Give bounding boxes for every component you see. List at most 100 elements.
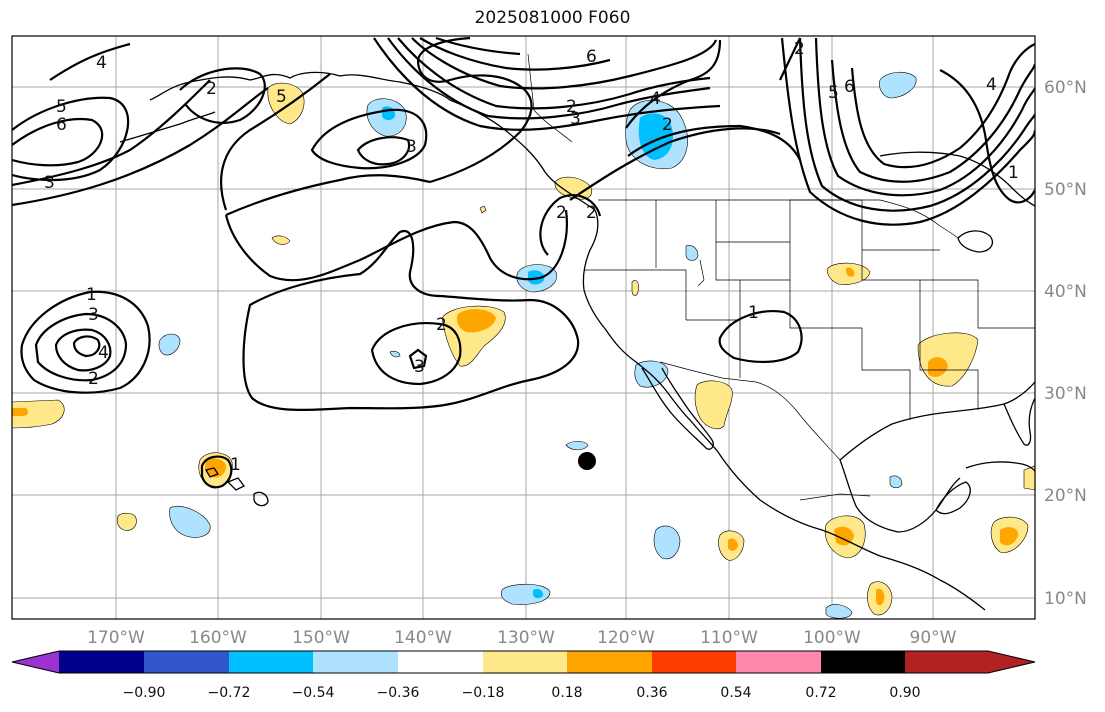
- contour-label: 5: [828, 83, 839, 103]
- contour-label: 1: [86, 285, 97, 305]
- colorbar-segment-under: [12, 651, 59, 673]
- neg-core: [638, 113, 674, 160]
- contour-label: 2: [206, 79, 217, 99]
- colorbar-segment: [483, 651, 567, 673]
- lat-label: 40°N: [1044, 282, 1087, 302]
- lon-label: 170°W: [87, 628, 145, 648]
- colorbar-segment: [567, 651, 652, 673]
- contour-label: 2: [586, 203, 597, 223]
- great-lakes: [957, 230, 993, 253]
- contour-label: 3: [44, 173, 55, 193]
- pos-core: [205, 458, 226, 478]
- lon-label: 110°W: [700, 628, 758, 648]
- pos-core: [456, 309, 496, 333]
- mexico-west-coast: [717, 451, 986, 611]
- neg-area: [565, 440, 589, 451]
- lon-label: 130°W: [497, 628, 555, 648]
- contour-label: 5: [276, 87, 287, 107]
- lon-label: 120°W: [597, 628, 655, 648]
- alaska-canada-border: [527, 53, 573, 143]
- neg-area: [169, 505, 211, 538]
- lon-label: 100°W: [803, 628, 861, 648]
- colorbar-tick: −0.54: [292, 685, 335, 701]
- contour-label: 2: [88, 369, 99, 389]
- neg-core: [533, 588, 544, 599]
- lon-label: 160°W: [189, 628, 247, 648]
- pos-area: [917, 332, 979, 387]
- contour-label: 2: [820, 19, 831, 39]
- pos-area: [479, 205, 487, 214]
- contour-label: 1: [748, 303, 759, 323]
- lat-label: 50°N: [1044, 180, 1087, 200]
- alaska-coast: [149, 71, 596, 211]
- colorbar-segment: [229, 651, 313, 673]
- latitude-labels: 60°N 50°N 40°N 30°N 20°N 10°N: [1044, 78, 1087, 609]
- contour-label: 3: [570, 109, 581, 129]
- colorbar-segment-over: [905, 651, 1035, 673]
- isolines: [12, 36, 1035, 489]
- contour-label: 2: [794, 39, 805, 59]
- pos-area: [694, 380, 733, 430]
- neg-area: [653, 525, 681, 560]
- colorbar-segment: [736, 651, 821, 673]
- gulf-coast: [839, 381, 1035, 461]
- colorbar-segment: [821, 651, 905, 673]
- pos-area: [116, 512, 137, 531]
- neg-area: [825, 604, 853, 619]
- pos-area: [271, 235, 291, 245]
- colorbar-tick: 0.18: [551, 685, 582, 701]
- colorbar-segment: [59, 651, 144, 673]
- pos-core: [846, 267, 855, 277]
- chart-title: 2025081000 F060: [474, 8, 631, 28]
- contour-label: 2: [662, 115, 673, 135]
- lat-label: 30°N: [1044, 384, 1087, 404]
- colorbar: −0.90 −0.72 −0.54 −0.36 −0.18 0.18 0.36 …: [11, 650, 1036, 701]
- contour-label: 1: [230, 455, 241, 475]
- lon-label: 90°W: [910, 628, 957, 648]
- longitude-labels: 170°W 160°W 150°W 140°W 130°W 120°W 110°…: [87, 628, 957, 648]
- contour-labels: 4 5 6 3 2 2 2 3 6 5 3 2 2 4 2 5 6 4 1 2 …: [44, 19, 1019, 475]
- pos-core: [728, 538, 738, 551]
- pos-area: [12, 399, 65, 429]
- neg-core: [528, 270, 545, 285]
- colorbar-tick: −0.90: [123, 685, 166, 701]
- us-mexico-border: [659, 361, 841, 461]
- pos-core: [876, 588, 885, 606]
- colorbar-segment: [398, 651, 483, 673]
- contour-label: 2: [566, 97, 577, 117]
- colorbar-segment: [652, 651, 736, 673]
- bc-coast: [582, 209, 599, 291]
- neg-area: [879, 71, 917, 99]
- pos-core: [834, 526, 854, 546]
- colorbar-outline: [11, 650, 1036, 674]
- florida: [1003, 397, 1035, 446]
- contour-label: 6: [844, 77, 855, 97]
- pos-core: [12, 408, 29, 416]
- pos-area: [631, 280, 639, 296]
- colorbar-tick: 0.36: [636, 685, 667, 701]
- contour-label: 4: [986, 75, 997, 95]
- contour-label: 3: [88, 305, 99, 325]
- colorbar-tick: 0.72: [805, 685, 836, 701]
- storm-center-dot: [578, 452, 596, 470]
- yucatan: [935, 481, 971, 515]
- colorbar-tick: −0.36: [377, 685, 420, 701]
- contour-label: 6: [56, 115, 67, 135]
- contour-label: 3: [414, 357, 425, 377]
- lon-label: 150°W: [292, 628, 350, 648]
- lat-label: 20°N: [1044, 486, 1087, 506]
- contour-label: 4: [650, 89, 661, 109]
- hawaii-1: [205, 467, 219, 478]
- contour-label: 2: [556, 203, 567, 223]
- colorbar-segment: [144, 651, 229, 673]
- lat-label: 10°N: [1044, 589, 1087, 609]
- neg-area: [158, 333, 181, 356]
- colorbar-tick: 0.90: [889, 685, 920, 701]
- contour-label: 3: [406, 137, 417, 157]
- cuba: [965, 461, 1035, 473]
- colorbar-segment: [313, 651, 398, 673]
- hawaii-2: [226, 477, 245, 491]
- neg-area: [685, 245, 699, 261]
- political-borders: [527, 53, 1035, 501]
- contour-label: 2: [436, 315, 447, 335]
